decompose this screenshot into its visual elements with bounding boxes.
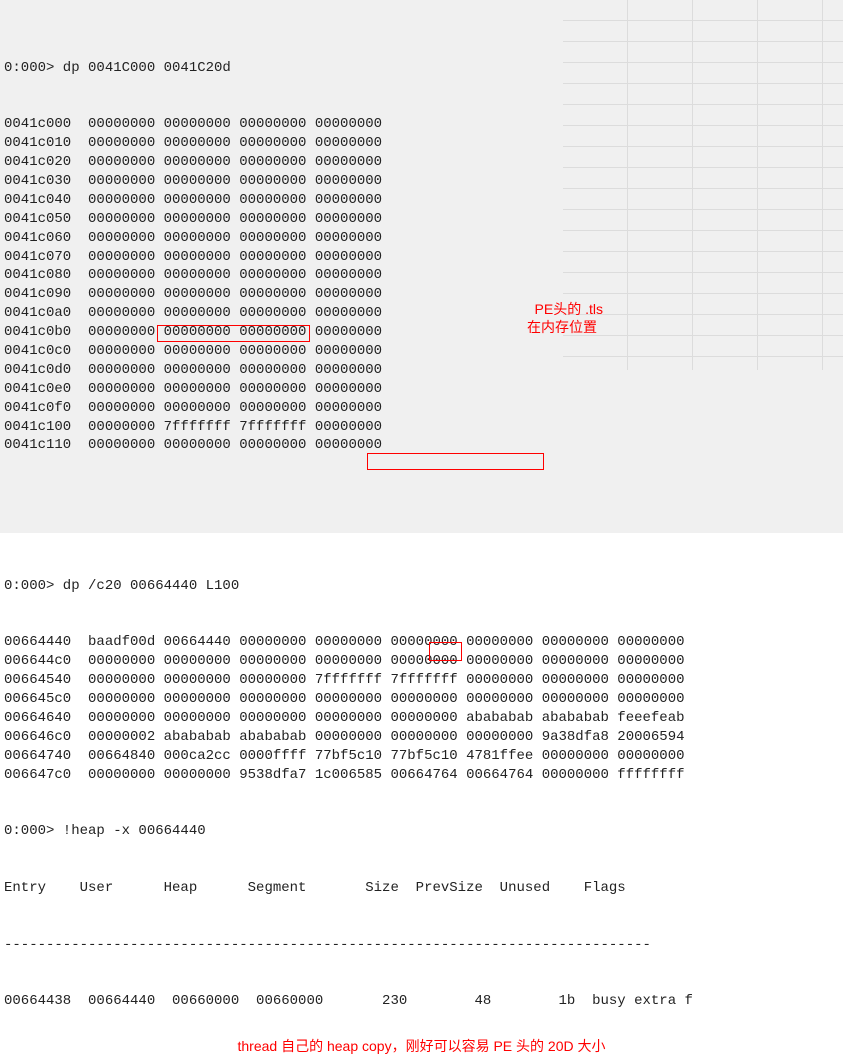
dump-row: 006647c0 00000000 00000000 9538dfa7 1c00… bbox=[4, 766, 839, 785]
dump-row: 0041c0d0 00000000 00000000 00000000 0000… bbox=[4, 361, 839, 380]
dump-row: 0041c100 00000000 7fffffff 7fffffff 0000… bbox=[4, 418, 839, 437]
highlight-box-7fffffff-top bbox=[157, 325, 310, 342]
dump-row: 0041c0e0 00000000 00000000 00000000 0000… bbox=[4, 380, 839, 399]
dump-row: 0041c010 00000000 00000000 00000000 0000… bbox=[4, 134, 839, 153]
dp-command-2: 0:000> dp /c20 00664440 L100 bbox=[4, 577, 839, 596]
dump-row: 006645c0 00000000 00000000 00000000 0000… bbox=[4, 690, 839, 709]
dump-row: 0041c0b0 00000000 00000000 00000000 0000… bbox=[4, 323, 839, 342]
dump-row: 00664740 00664840 000ca2cc 0000ffff 77bf… bbox=[4, 747, 839, 766]
highlight-box-7fffffff-mid bbox=[367, 453, 544, 470]
dump-row: 0041c070 00000000 00000000 00000000 0000… bbox=[4, 248, 839, 267]
heap-row: 00664438 00664440 00660000 00660000 230 … bbox=[4, 992, 839, 1011]
highlight-box-size-230 bbox=[429, 642, 462, 661]
dump-row: 0041c0a0 00000000 00000000 00000000 0000… bbox=[4, 304, 839, 323]
heap-dashes: ----------------------------------------… bbox=[4, 936, 839, 955]
dump-row: 0041c040 00000000 00000000 00000000 0000… bbox=[4, 191, 839, 210]
annotation-pe-tls-l1: PE头的 .tls bbox=[535, 300, 603, 319]
dump-row: 00664440 baadf00d 00664440 00000000 0000… bbox=[4, 633, 839, 652]
top-rows: 0041c000 00000000 00000000 00000000 0000… bbox=[4, 115, 839, 455]
dump-row: 006644c0 00000000 00000000 00000000 0000… bbox=[4, 652, 839, 671]
mid-rows: 00664440 baadf00d 00664440 00000000 0000… bbox=[4, 633, 839, 784]
dump-row: 0041c020 00000000 00000000 00000000 0000… bbox=[4, 153, 839, 172]
annotation-thread-heap: thread 自己的 heap copy，刚好可以容易 PE 头的 20D 大小 bbox=[0, 1032, 843, 1064]
dump-row: 0041c090 00000000 00000000 00000000 0000… bbox=[4, 285, 839, 304]
dump-row: 0041c0f0 00000000 00000000 00000000 0000… bbox=[4, 399, 839, 418]
dump-row: 006646c0 00000002 abababab abababab 0000… bbox=[4, 728, 839, 747]
dp-command-1: 0:000> dp 0041C000 0041C20d bbox=[4, 59, 839, 78]
dump-row: 00664540 00000000 00000000 00000000 7fff… bbox=[4, 671, 839, 690]
heap-header: Entry User Heap Segment Size PrevSize Un… bbox=[4, 879, 839, 898]
dump-row: 0041c030 00000000 00000000 00000000 0000… bbox=[4, 172, 839, 191]
dump-row: 0041c080 00000000 00000000 00000000 0000… bbox=[4, 266, 839, 285]
dump-row: 0041c000 00000000 00000000 00000000 0000… bbox=[4, 115, 839, 134]
dump-row: 0041c0c0 00000000 00000000 00000000 0000… bbox=[4, 342, 839, 361]
heap-command: 0:000> !heap -x 00664440 bbox=[4, 822, 839, 841]
dump-row: 00664640 00000000 00000000 00000000 0000… bbox=[4, 709, 839, 728]
dump-row: 0041c060 00000000 00000000 00000000 0000… bbox=[4, 229, 839, 248]
dump-row: 0041c050 00000000 00000000 00000000 0000… bbox=[4, 210, 839, 229]
lower-block: 0:000> dp /c20 00664440 L100 00664440 ba… bbox=[0, 533, 843, 1032]
annotation-pe-tls-l2: 在内存位置 bbox=[527, 318, 597, 337]
